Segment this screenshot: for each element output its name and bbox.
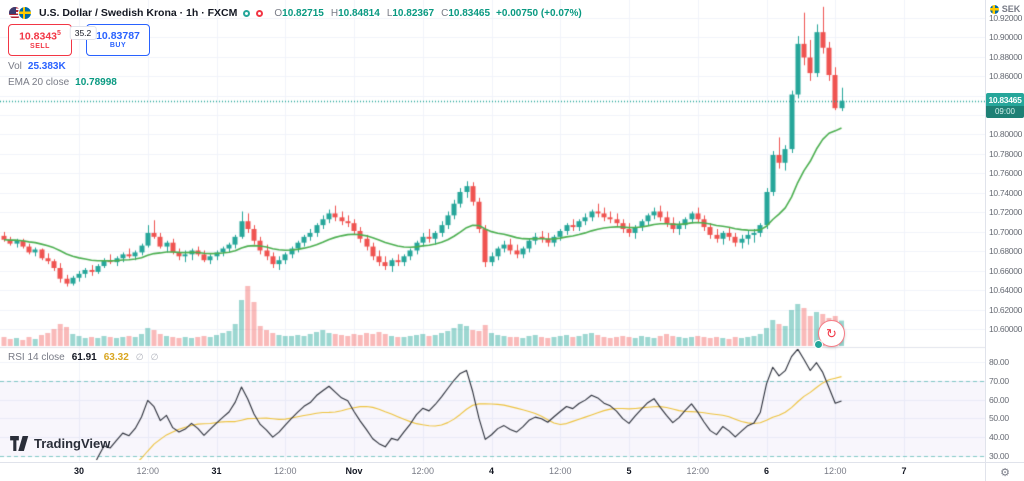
price-axis-label: 10.64000 — [989, 285, 1023, 296]
tradingview-logo-icon — [10, 436, 29, 451]
price-axis[interactable]: SEK 10.83465 09:00 10.92000 10.90000 10.88… — [985, 0, 1024, 462]
gear-icon[interactable]: ⚙ — [1000, 466, 1010, 479]
price-axis-label: 10.70000 — [989, 226, 1023, 237]
price-axis-label: 10.78000 — [989, 148, 1023, 159]
time-axis-label: Nov — [345, 466, 363, 476]
tradingview-logo-text: TradingView — [34, 436, 111, 451]
tradingview-logo[interactable]: TradingView — [10, 436, 110, 451]
time-axis[interactable]: 30 12:00 31 12:00 Nov 12:00 4 12:00 5 12:00 6 12:00… — [0, 462, 985, 481]
bubble-status-dot — [814, 340, 823, 349]
rsi-null-icon: ∅ — [135, 352, 144, 362]
rsi-axis-label: 30.00 — [989, 451, 1009, 461]
time-axis-label: 4 — [488, 466, 495, 476]
ema-value: 10.78998 — [75, 77, 117, 88]
rsi-ma-value: 63.32 — [103, 352, 129, 363]
volume-value: 25.383K — [27, 61, 66, 72]
time-axis-label: 5 — [626, 466, 632, 476]
open-key: O — [274, 7, 283, 19]
market-status-icon[interactable] — [243, 9, 251, 17]
price-axis-label: 10.68000 — [989, 246, 1023, 257]
rsi-legend[interactable]: RSI 14 close 61.91 63.32 ∅ ∅ — [8, 352, 158, 363]
chart-canvas[interactable] — [0, 0, 985, 462]
sell-button[interactable]: 10.83435 SELL — [8, 24, 72, 56]
volume-legend[interactable]: Vol 25.383K — [8, 61, 582, 72]
price-axis-label: 10.74000 — [989, 187, 1023, 198]
main-legend: U.S. Dollar / Swedish Krona · 1h · FXCM … — [8, 5, 582, 88]
symbol-title[interactable]: U.S. Dollar / Swedish Krona · 1h · FXCM — [39, 7, 238, 19]
instrument-flags-icon — [8, 5, 33, 21]
time-axis-label: 12:00 — [136, 466, 160, 476]
time-axis-label: 12:00 — [411, 466, 435, 476]
time-axis-label: 7 — [901, 466, 907, 476]
axis-currency: SEK — [986, 4, 1024, 14]
time-axis-label: 12:00 — [273, 466, 297, 476]
time-axis-label: 6 — [763, 466, 770, 476]
spread-value: 35.2 — [69, 26, 97, 40]
last-price-badge: 10.83465 09:00 — [986, 92, 1024, 118]
sell-price: 10.83435 — [19, 30, 61, 43]
low-value: 10.82367 — [392, 7, 435, 19]
time-axis-label: 31 — [211, 466, 222, 476]
time-axis-label: 12:00 — [548, 466, 572, 476]
low-key: L — [386, 7, 393, 19]
price-axis-label: 10.90000 — [989, 32, 1023, 43]
sweden-flag-icon — [18, 6, 32, 20]
volume-label: Vol — [8, 61, 22, 72]
rsi-axis-label: 50.00 — [989, 413, 1009, 424]
price-axis-label: 10.86000 — [989, 71, 1023, 82]
price-change: +0.00750 (+0.07%) — [496, 7, 582, 19]
open-value: 10.82715 — [282, 7, 324, 19]
rsi-null-icon: ∅ — [150, 352, 159, 362]
price-axis-label: 10.88000 — [989, 51, 1023, 62]
refresh-icon: ↻ — [826, 326, 837, 341]
last-price-value: 10.83465 — [986, 92, 1024, 106]
bar-countdown: 09:00 — [986, 105, 1024, 118]
price-axis-label: 10.60000 — [989, 324, 1023, 335]
price-axis-label: 10.76000 — [989, 168, 1023, 179]
axis-settings-corner: ⚙ — [985, 462, 1024, 481]
ohlc-readout: O10.82715 H10.84814 L10.82367 C10.83465 — [274, 8, 490, 19]
buy-price: 10.83787 — [96, 29, 140, 42]
price-axis-label: 10.66000 — [989, 265, 1023, 276]
rsi-axis-label: 70.00 — [989, 375, 1009, 386]
rsi-axis-label: 60.00 — [989, 394, 1009, 405]
alert-status-icon[interactable] — [256, 9, 264, 17]
sek-flag-icon — [989, 4, 999, 14]
rsi-value: 61.91 — [71, 352, 97, 363]
rsi-axis-label: 40.00 — [989, 432, 1009, 443]
high-value: 10.84814 — [338, 7, 380, 19]
price-axis-label: 10.92000 — [989, 12, 1023, 23]
rsi-axis-label: 80.00 — [989, 357, 1009, 367]
rsi-label: RSI 14 close — [8, 352, 65, 363]
trade-widget: 10.83435 SELL 35.2 10.83787 BUY — [8, 24, 158, 56]
price-axis-label: 10.80000 — [989, 129, 1023, 140]
time-axis-label: 30 — [73, 466, 85, 476]
ema-legend[interactable]: EMA 20 close 10.78998 — [8, 77, 582, 88]
buy-label: BUY — [109, 41, 127, 49]
close-value: 10.83465 — [448, 7, 491, 19]
ema-label: EMA 20 close — [8, 77, 70, 88]
time-axis-label: 12:00 — [823, 466, 847, 476]
price-axis-label: 10.62000 — [989, 304, 1023, 315]
time-axis-label: 12:00 — [686, 466, 710, 476]
close-key: C — [441, 7, 449, 19]
high-key: H — [330, 7, 339, 19]
buy-button[interactable]: 10.83787 BUY — [86, 24, 150, 56]
currency-code: SEK — [1001, 4, 1021, 14]
price-axis-label: 10.72000 — [989, 207, 1023, 218]
sell-label: SELL — [30, 42, 50, 50]
